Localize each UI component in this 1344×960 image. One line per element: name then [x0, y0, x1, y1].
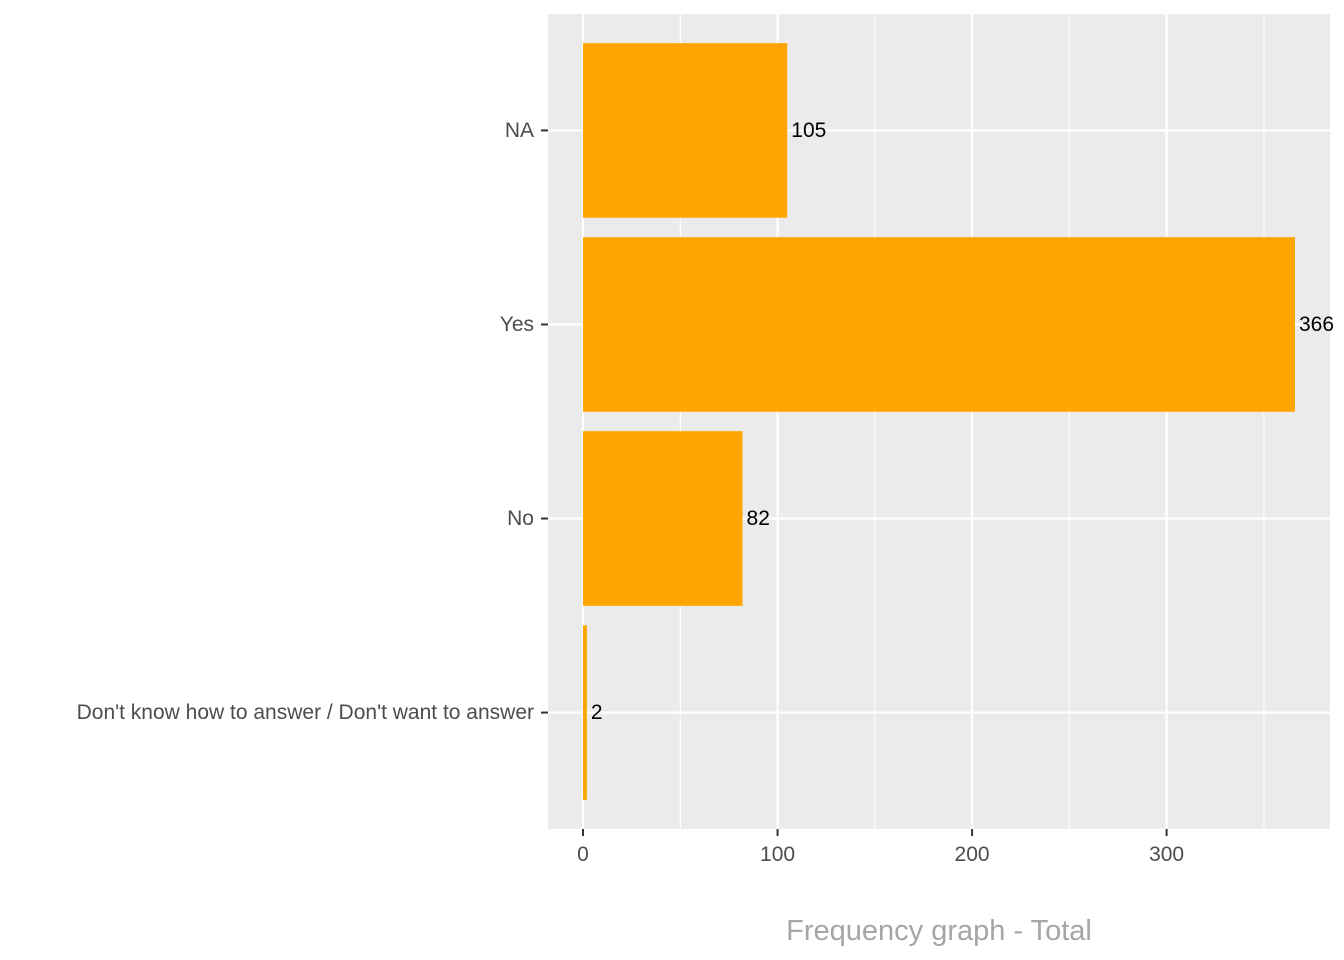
y-tick-label: Don't know how to answer / Don't want to… [77, 701, 534, 724]
x-axis: 0 100 200 300 [577, 829, 1184, 866]
data-label: 2 [591, 701, 603, 724]
y-tick-label: No [507, 507, 534, 530]
bar [583, 431, 743, 606]
bar [583, 625, 587, 800]
data-label: 366 [1299, 313, 1334, 336]
bar [583, 43, 788, 218]
x-tick-label: 0 [577, 843, 589, 866]
data-label: 82 [747, 507, 770, 530]
y-tick-label: NA [505, 119, 534, 142]
data-labels-group: 105 366 82 2 [591, 119, 1334, 724]
x-tick-label: 300 [1149, 843, 1184, 866]
data-label: 105 [791, 119, 826, 142]
y-tick-label: Yes [500, 313, 534, 336]
x-axis-title: Frequency graph - Total [786, 915, 1092, 947]
x-tick-label: 200 [955, 843, 990, 866]
bar [583, 237, 1295, 412]
x-tick-label: 100 [760, 843, 795, 866]
bars-group [583, 43, 1295, 800]
y-axis: NA Yes No Don't know how to answer / Don't … [77, 119, 548, 724]
